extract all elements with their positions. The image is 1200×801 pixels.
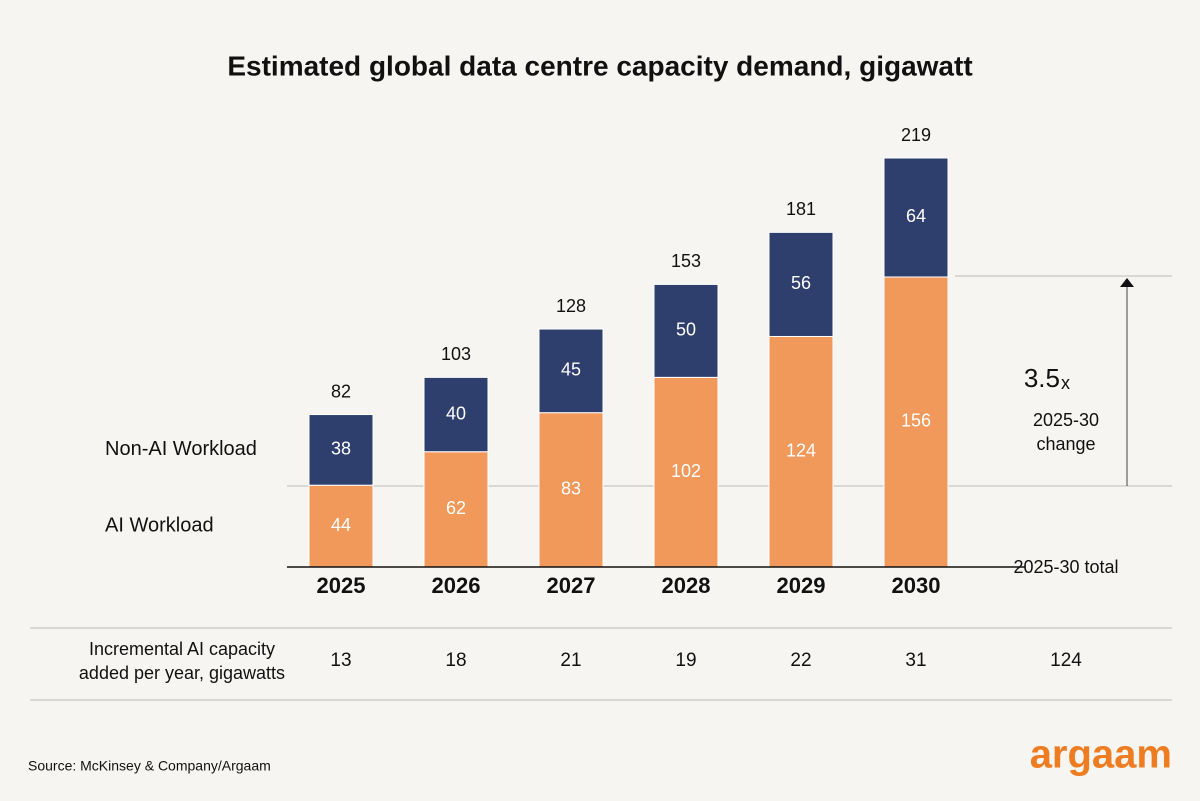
bar-value-label: 62: [446, 498, 466, 518]
legend-label: Non-AI Workload: [105, 438, 257, 460]
bar-segment: [653, 283, 719, 378]
bar-segment: [423, 376, 489, 453]
bar-value-label: 45: [561, 360, 581, 380]
table-value: 31: [905, 650, 926, 671]
bar-segment: [768, 335, 834, 568]
bar-segment: [308, 414, 374, 486]
table-total-header: 2025-30 total: [1013, 557, 1119, 577]
total-label: 82: [331, 381, 351, 401]
arrow-head: [1120, 278, 1134, 287]
total-label: 103: [441, 344, 471, 364]
bar-segment: [883, 276, 949, 568]
annotation-value: 3.5: [1024, 363, 1060, 393]
annotation-unit: x: [1061, 373, 1070, 393]
annotation-label: 2025-30 change: [1032, 410, 1100, 454]
x-tick-label: 2027: [547, 573, 596, 598]
total-label: 153: [671, 251, 701, 271]
source: Source: McKinsey & Company/Argaam: [28, 758, 271, 774]
bar-value-label: 124: [786, 440, 816, 460]
x-tick-label: 2029: [777, 573, 826, 598]
bar-value-label: 50: [676, 320, 696, 340]
table-value: 19: [675, 650, 696, 671]
bar-value-label: 56: [791, 273, 811, 293]
table-value: 18: [445, 650, 466, 671]
bar-segment: [883, 157, 949, 278]
x-tick-label: 2026: [432, 573, 481, 598]
bar-value-label: 83: [561, 479, 581, 499]
bar-value-label: 40: [446, 403, 466, 423]
bar-segment: [653, 376, 719, 568]
bar-segment: [768, 231, 834, 337]
bar-value-label: 44: [331, 515, 351, 535]
legend-label: AI Workload: [105, 514, 214, 536]
total-label: 219: [901, 125, 931, 145]
bar-value-label: 156: [901, 411, 931, 431]
bar-segment: [538, 412, 604, 568]
bar-segment: [538, 328, 604, 414]
x-tick-label: 2030: [892, 573, 941, 598]
table-label: Incremental AI capacity added per year, …: [78, 639, 286, 683]
bar-value-label: 64: [906, 206, 926, 226]
table-value: 22: [790, 650, 811, 671]
bar-value-label: 102: [671, 461, 701, 481]
table-value: 21: [560, 650, 581, 671]
chart-title: Estimated global data centre capacity de…: [227, 50, 972, 81]
x-tick-label: 2025: [317, 573, 366, 598]
x-tick-label: 2028: [662, 573, 711, 598]
logo: argaam: [1030, 733, 1172, 777]
table-total: 124: [1050, 650, 1082, 671]
total-label: 128: [556, 296, 586, 316]
total-label: 181: [786, 199, 816, 219]
table-value: 13: [330, 650, 351, 671]
bar-value-label: 38: [331, 439, 351, 459]
